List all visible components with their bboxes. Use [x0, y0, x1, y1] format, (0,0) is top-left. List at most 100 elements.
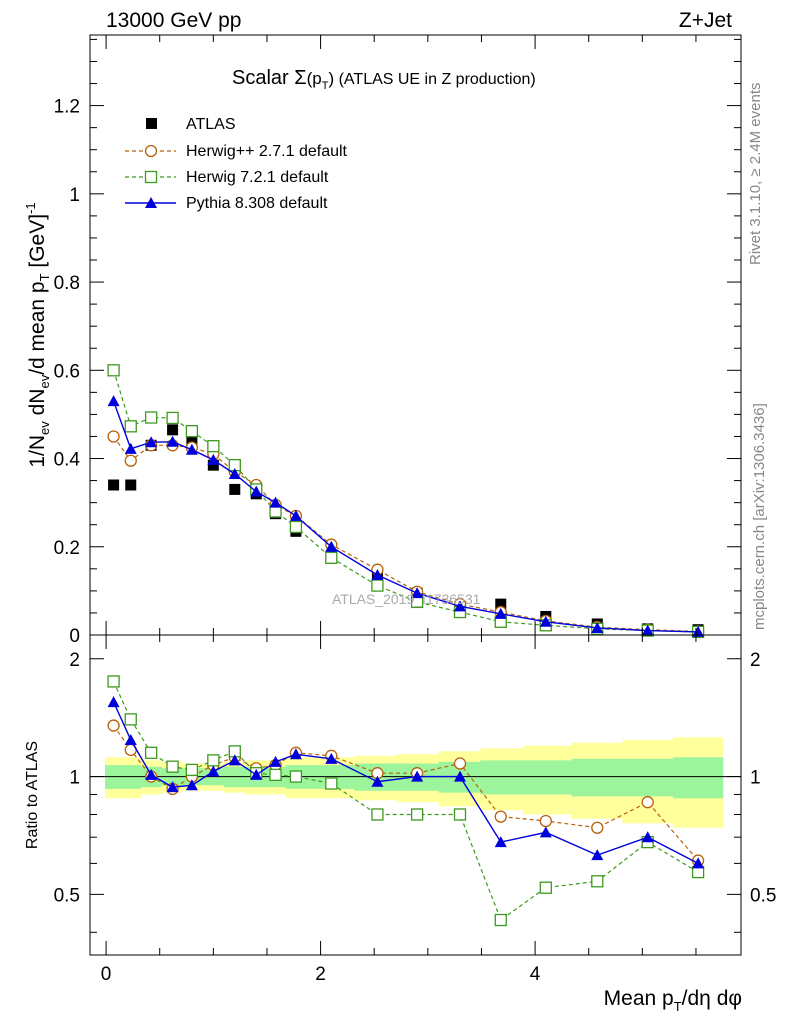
main-y-tick-label: 0.4 — [54, 450, 81, 471]
ratio-point-herwig7 — [539, 881, 552, 894]
ylabel-p2: dN — [26, 389, 49, 422]
legend-marker-herwig7 — [144, 170, 158, 184]
ratio-point-herwig7 — [591, 875, 604, 888]
title-rest: (ATLAS UE in Z production) — [334, 71, 536, 88]
ratio-point-herwig7 — [185, 763, 199, 777]
x-tick-labels: 0 2 4 — [101, 964, 541, 985]
xlabel-p1: Mean p — [604, 987, 674, 1010]
main-point-pythia — [107, 395, 120, 407]
legend-marker-pythia — [145, 197, 157, 208]
rivet-label: Rivet 3.1.10, ≥ 2.4M events — [747, 83, 764, 266]
ratio-point-herwig7 — [144, 746, 158, 759]
legend: ATLAS Herwig++ 2.7.1 default Herwig 7.2.… — [125, 116, 348, 212]
main-point-pythia — [207, 453, 220, 465]
main-point-pythia — [494, 607, 507, 619]
title-sigma: Σ — [294, 67, 306, 89]
ylabel-p3: /d mean p — [26, 281, 49, 374]
main-point-herwig7 — [325, 551, 338, 564]
main-point-pythia — [269, 496, 282, 508]
ratio-point-pythia — [250, 768, 263, 780]
main-point-atlas — [495, 598, 507, 610]
legend-entry-pythia: Pythia 8.308 default — [125, 195, 328, 212]
ylabel-s1: ev — [37, 421, 52, 435]
ratio-y-tick-label-right: 1 — [750, 768, 761, 789]
ratio-panel: 0.5 0.5 1 1 2 2 0 2 4 Ratio to ATLAS Mean pT/dη… — [24, 634, 776, 1014]
energy-label: 13000 GeV pp — [106, 9, 241, 32]
ratio-point-pythia — [145, 768, 158, 780]
main-point-herwig7 — [371, 579, 384, 592]
xlabel-p2: /dη dφ — [682, 987, 742, 1010]
ratio-point-herwig_pp — [453, 757, 467, 770]
main-point-pythia — [454, 600, 467, 612]
main-point-pythia — [145, 436, 158, 448]
ratio-point-pythia — [325, 752, 338, 764]
main-point-pythia — [641, 624, 654, 636]
ratio-point-pythia — [692, 857, 705, 869]
ratio-point-pythia — [641, 831, 654, 843]
title-sub: T — [322, 80, 329, 92]
main-point-pythia — [692, 625, 705, 637]
x-tick-label: 0 — [101, 964, 112, 985]
main-point-pythia — [289, 509, 302, 521]
main-point-herwig7 — [107, 364, 120, 377]
legend-label-atlas: ATLAS — [186, 116, 236, 133]
ratio-y-tick-label-right: 0.5 — [750, 885, 776, 906]
legend-marker-atlas — [146, 118, 157, 129]
ratio-point-pythia — [494, 836, 507, 848]
ratio-point-herwig7 — [207, 754, 220, 767]
ratio-point-herwig7 — [107, 675, 120, 688]
ratio-point-herwig7 — [124, 713, 137, 726]
legend-entry-herwig-pp: Herwig++ 2.7.1 default — [125, 143, 348, 160]
legend-entry-atlas: ATLAS — [146, 116, 236, 133]
main-point-pythia — [591, 621, 604, 633]
x-tick-label: 4 — [530, 964, 541, 985]
main-point-herwig7 — [144, 411, 158, 424]
ratio-point-herwig7 — [166, 760, 179, 773]
ratio-point-pythia — [185, 779, 198, 791]
main-point-herwig7 — [207, 440, 220, 453]
ratio-panel-frame — [89, 634, 742, 956]
main-point-pythia — [250, 485, 263, 497]
ratio-plot-marks — [107, 675, 705, 927]
ratio-point-pythia — [207, 765, 220, 777]
main-y-tick-label: 0 — [69, 626, 80, 647]
main-y-tick-label: 1.2 — [54, 97, 80, 118]
title-paren-open: (p — [307, 69, 322, 88]
ratio-point-herwig7 — [453, 808, 467, 821]
ratio-point-pythia — [166, 781, 179, 793]
main-plot-marks — [107, 364, 705, 639]
main-point-atlas — [186, 435, 198, 447]
ratio-point-pythia — [124, 734, 137, 746]
ratio-point-pythia — [454, 770, 467, 782]
ratio-point-herwig_pp — [641, 796, 654, 809]
legend-label-herwig7: Herwig 7.2.1 default — [186, 169, 329, 186]
title-paren-close: ) — [328, 69, 334, 88]
legend-entry-herwig7: Herwig 7.2.1 default — [125, 169, 329, 186]
main-point-herwig7 — [166, 411, 179, 425]
main-point-herwig_pp — [124, 454, 137, 467]
x-tick-label: 2 — [315, 964, 326, 985]
xlabel-s1: T — [674, 999, 682, 1014]
ratio-y-tick-label: 0.5 — [54, 885, 80, 906]
ylabel-s2: ev — [37, 374, 52, 388]
main-y-tick-labels: 0 0.2 0.4 0.6 0.8 1 1.2 — [54, 97, 81, 647]
ratio-point-pythia — [289, 748, 302, 760]
ratio-point-pythia — [591, 849, 604, 861]
main-point-pythia — [166, 435, 179, 447]
main-point-pythia — [539, 615, 552, 627]
main-y-axis-label: 1/Nev dNev/d mean pT [GeV]-1 — [23, 202, 52, 467]
mcplots-label: mcplots.cern.ch [arXiv:1306.3436] — [751, 403, 768, 630]
ratio-point-pythia — [371, 775, 384, 787]
ylabel-p4: [GeV] — [26, 214, 49, 274]
main-point-herwig7 — [289, 520, 303, 534]
analysis-watermark: ATLAS_2019_I1736531 — [332, 591, 481, 607]
main-point-atlas — [108, 479, 120, 491]
title-main: Scalar — [232, 67, 294, 89]
ratio-y-tick-label: 2 — [69, 650, 80, 671]
main-point-pythia — [228, 467, 241, 479]
ratio-y-axis-label: Ratio to ATLAS — [24, 741, 41, 849]
ratio-point-herwig7 — [289, 770, 303, 783]
ratio-point-herwig7 — [371, 808, 384, 821]
ylabel-p1: 1/N — [26, 435, 49, 468]
